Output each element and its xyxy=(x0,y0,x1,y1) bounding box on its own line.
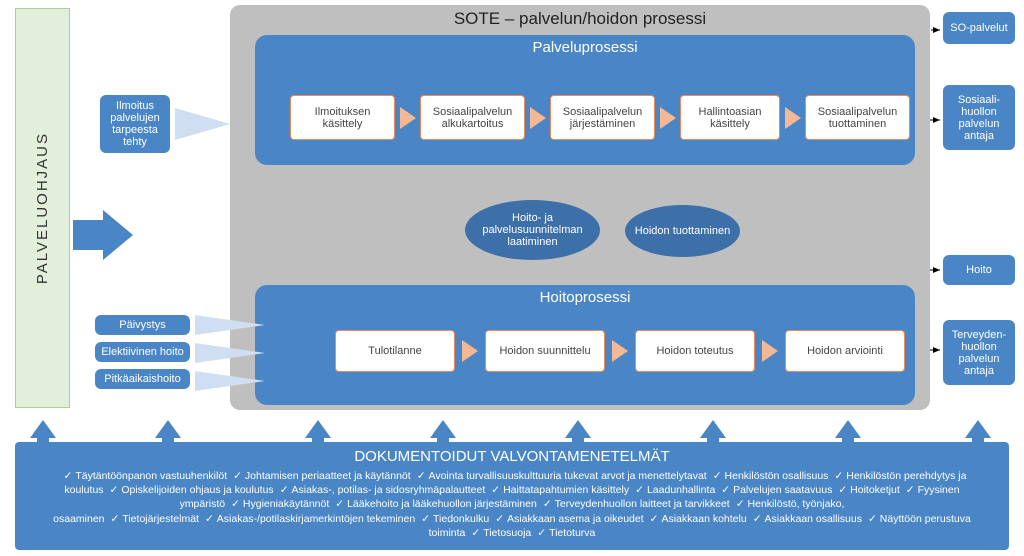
sote-container: SOTE – palvelun/hoidon prosessi Palvelup… xyxy=(230,5,930,410)
bottom-item: Asiakkaan osallisuus xyxy=(747,513,862,525)
bottom-item: Johtamisen periaatteet ja käytännöt xyxy=(227,470,411,482)
bottom-item: Palvelujen saatavuus xyxy=(715,484,832,496)
up-arrow xyxy=(700,420,726,438)
up-arrow xyxy=(565,420,591,438)
output-sos-antaja: Sosiaali-huollon palvelun antaja xyxy=(943,85,1015,150)
arrow-top-2 xyxy=(660,107,676,129)
bottom-item: Asiakas-/potilaskirjamerkintöjen tekemin… xyxy=(199,513,415,525)
bottom-item: Asiakas-, potilas- ja sidosryhmäpalautte… xyxy=(274,484,486,496)
up-arrow xyxy=(965,420,991,438)
arrow-top-1 xyxy=(530,107,546,129)
bottom-band: DOKUMENTOIDUT VALVONTAMENETELMÄT Täytänt… xyxy=(15,442,1009,550)
arrow-top-0 xyxy=(400,107,416,129)
big-input-arrow xyxy=(73,210,133,260)
ellipse-right: Hoidon tuottaminen xyxy=(625,205,740,257)
output-so: SO-palvelut xyxy=(943,12,1015,44)
bottom-item: Terveydenhuollon laitteet ja tarvikkeet xyxy=(537,498,730,510)
step-bot-3: Hoidon arviointi xyxy=(785,330,905,372)
step-top-1: Sosiaalipalvelun alkukartoitus xyxy=(420,95,525,140)
ellipse-left: Hoito- ja palvelusuunnitelman laatiminen xyxy=(465,200,600,260)
bottom-item: Hygieniakäytännöt xyxy=(225,498,329,510)
up-arrow xyxy=(305,420,331,438)
bottom-item: Täytäntöönpanon vastuuhenkilöt xyxy=(58,470,228,482)
arrow-top-3 xyxy=(785,107,801,129)
palveluprosessi-title: Palveluprosessi xyxy=(255,35,915,56)
step-top-3: Hallintoasian käsittely xyxy=(680,95,780,140)
bottom-item: Tietojärjestelmät xyxy=(105,513,199,525)
bottom-item: Haittatapahtumien käsittely xyxy=(485,484,629,496)
bottom-item: Asiakkaan kohtelu xyxy=(644,513,747,525)
input-bot-2: Pitkäaikaishoito xyxy=(95,369,190,389)
bottom-item: Avointa turvallisuuskulttuuria tukevat a… xyxy=(411,470,707,482)
arrow-bot-2 xyxy=(762,340,778,362)
output-terv-antaja: Terveyden-huollon palvelun antaja xyxy=(943,320,1015,385)
bottom-item: Tietoturva xyxy=(531,527,595,539)
bottom-item: Lääkehoito ja lääkehuollon järjestäminen xyxy=(329,498,537,510)
bottom-item: Tiedonkulku xyxy=(415,513,489,525)
input-bot-1: Elektiivinen hoito xyxy=(95,342,190,362)
input-top: Ilmoitus palvelujen tarpeesta tehty xyxy=(100,95,170,153)
bottom-item: Laadunhallinta xyxy=(629,484,715,496)
pale-arrow-top xyxy=(175,108,230,140)
up-arrow xyxy=(835,420,861,438)
hoitoprosessi-title: Hoitoprosessi xyxy=(255,285,915,306)
up-arrow xyxy=(155,420,181,438)
bottom-title: DOKUMENTOIDUT VALVONTAMENETELMÄT xyxy=(27,448,997,465)
step-top-2: Sosiaalipalvelun järjestäminen xyxy=(550,95,655,140)
step-top-4: Sosiaalipalvelun tuottaminen xyxy=(805,95,910,140)
up-arrow xyxy=(30,420,56,438)
bottom-item: Henkilöstön osallisuus xyxy=(707,470,829,482)
step-bot-2: Hoidon toteutus xyxy=(635,330,755,372)
bottom-item: Asiakkaan asema ja oikeudet xyxy=(489,513,643,525)
output-hoito: Hoito xyxy=(943,255,1015,285)
arrow-bot-0 xyxy=(462,340,478,362)
arrow-bot-1 xyxy=(612,340,628,362)
palveluohjaus-bar: PALVELUOHJAUS xyxy=(15,8,70,408)
bottom-items: Täytäntöönpanon vastuuhenkilötJohtamisen… xyxy=(27,469,997,540)
bottom-item: Opiskelijoiden ohjaus ja koulutus xyxy=(104,484,274,496)
step-top-0: Ilmoituksen käsittely xyxy=(290,95,395,140)
step-bot-1: Hoidon suunnittelu xyxy=(485,330,605,372)
sote-title: SOTE – palvelun/hoidon prosessi xyxy=(230,5,930,29)
bottom-item: Hoitoketjut xyxy=(832,484,899,496)
bottom-item: Tietosuoja xyxy=(465,527,531,539)
input-bot-0: Päivystys xyxy=(95,315,190,335)
palveluohjaus-label: PALVELUOHJAUS xyxy=(34,132,51,284)
step-bot-0: Tulotilanne xyxy=(335,330,455,372)
up-arrow xyxy=(430,420,456,438)
